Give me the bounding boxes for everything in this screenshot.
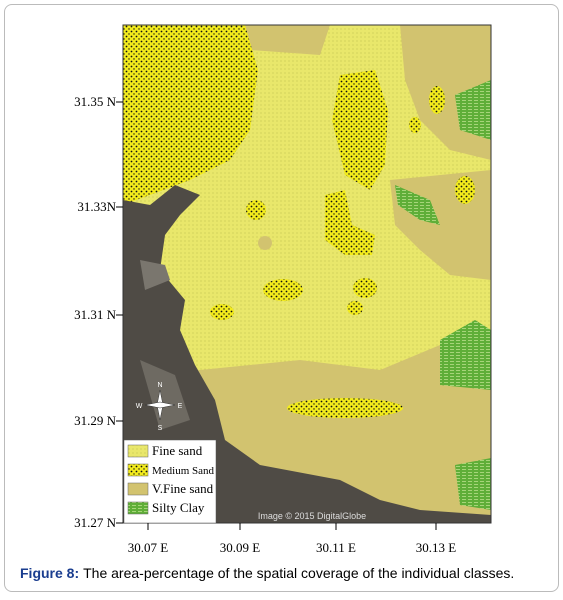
caption-text: The area-percentage of the spatial cover…: [83, 565, 515, 581]
legend-swatch: [127, 501, 149, 515]
compass-letter: S: [158, 425, 163, 432]
x-axis-label: 30.11 E: [316, 540, 356, 555]
silty-clay-area: [455, 458, 491, 510]
silty-clay-area: [440, 320, 491, 390]
legend-swatch: [127, 444, 149, 458]
legend-swatch: [127, 463, 149, 477]
compass-letter: W: [136, 403, 143, 410]
medium-sand-area: [210, 304, 234, 320]
medium-sand-area: [332, 70, 388, 190]
caption: Figure 8: The area-percentage of the spat…: [20, 565, 514, 581]
compass-letter: N: [157, 382, 162, 389]
silty-clay-area: [395, 185, 440, 225]
figure-frame: [4, 4, 559, 592]
medium-sand-area: [409, 117, 421, 133]
watermark: Image © 2015 DigitalGlobe: [258, 511, 366, 521]
legend-label: Silty Clay: [152, 500, 205, 515]
caption-label: Figure 8:: [20, 565, 80, 581]
x-axis-label: 30.07 E: [128, 540, 169, 555]
y-axis-label: 31.33N: [77, 199, 116, 214]
legend-label: V.Fine sand: [152, 481, 214, 496]
map-border: [122, 24, 492, 524]
x-axis-label: 30.13 E: [416, 540, 457, 555]
y-axis-label: 31.29 N: [74, 413, 117, 428]
medium-sand-area: [287, 398, 403, 418]
medium-sand-area: [347, 301, 363, 315]
medium-sand-area: [123, 25, 258, 205]
medium-sand-area: [429, 86, 445, 114]
medium-sand-area: [353, 278, 377, 298]
y-axis-label: 31.35 N: [74, 94, 117, 109]
compass: [144, 389, 176, 421]
silty-clay-area: [455, 80, 491, 140]
medium-sand-area: [246, 200, 266, 220]
legend-swatch: [127, 482, 149, 496]
x-axis-label: 30.09 E: [220, 540, 261, 555]
land-area: [123, 185, 491, 523]
land-area: [140, 260, 170, 290]
y-axis-label: 31.31 N: [74, 307, 117, 322]
medium-sand-area: [263, 279, 303, 301]
medium-sand-area: [455, 176, 475, 204]
compass-needle: [144, 401, 176, 409]
land-area: [140, 360, 190, 430]
vfine-area: [258, 236, 272, 250]
compass-letter: E: [178, 403, 183, 410]
legend-label: Medium Sand: [152, 465, 215, 477]
legend-label: Fine sand: [152, 443, 203, 458]
medium-sand-area: [325, 190, 375, 255]
y-axis-label: 31.27 N: [74, 515, 117, 530]
